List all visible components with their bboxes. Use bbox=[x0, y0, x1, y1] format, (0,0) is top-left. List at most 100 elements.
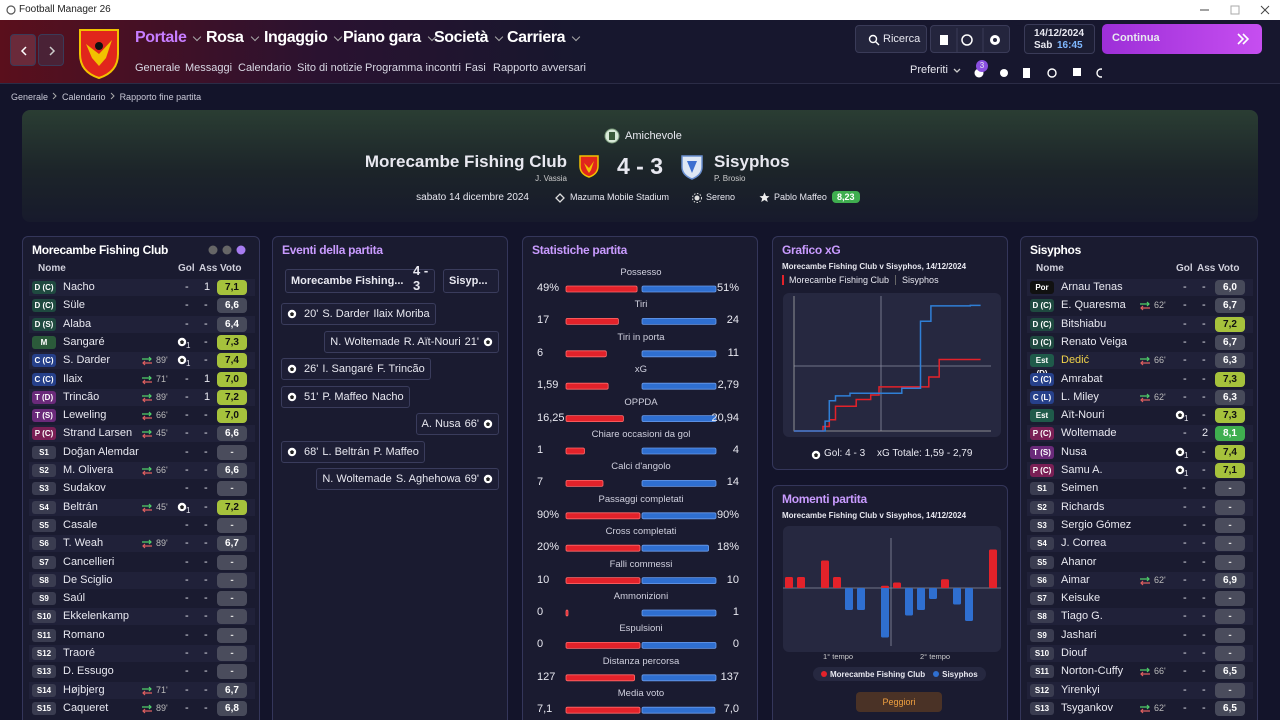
player-name[interactable]: Tiago G. bbox=[1061, 610, 1103, 623]
player-row[interactable]: S14 Højbjerg 71' - -6,7 bbox=[29, 681, 255, 699]
nav-subtab[interactable]: Fasi bbox=[465, 62, 486, 74]
nav-tab[interactable]: Portale bbox=[135, 29, 202, 47]
event-item[interactable]: A. Nusa 66' bbox=[415, 413, 499, 435]
player-name[interactable]: Casale bbox=[63, 518, 98, 531]
player-row[interactable]: D (S) Alaba - -6,4 bbox=[29, 315, 255, 333]
player-row[interactable]: S7 Cancellieri - - - bbox=[29, 554, 255, 571]
home-team[interactable]: Morecambe Fishing Club bbox=[364, 152, 567, 171]
event-player[interactable]: N. Woltemade bbox=[330, 335, 400, 348]
player-name[interactable]: Aït-Nouri bbox=[1061, 409, 1105, 422]
legend-item[interactable]: Sisyphos bbox=[902, 275, 939, 285]
player-name[interactable]: Renato Veiga bbox=[1061, 335, 1128, 348]
player-name[interactable]: Leweling bbox=[63, 409, 107, 422]
player-row[interactable]: S8 Tiago G. - - - bbox=[1027, 608, 1253, 626]
event-player[interactable]: F. Trincão bbox=[377, 363, 425, 375]
player-row[interactable]: C (L) L. Miley 62' - -6,3 bbox=[1027, 388, 1253, 406]
player-row[interactable]: D (C) Bitshiabu - -7,2 bbox=[1027, 315, 1253, 333]
player-name[interactable]: Alaba bbox=[63, 317, 92, 330]
player-row[interactable]: S12 Traoré - - - bbox=[29, 645, 255, 662]
player-row[interactable]: T (S) Leweling 66' - -7,0 bbox=[29, 407, 255, 424]
player-row[interactable]: C (C) S. Darder 89' 1 -7,4 bbox=[29, 352, 255, 370]
player-name[interactable]: Bitshiabu bbox=[1061, 317, 1107, 330]
player-row[interactable]: C (C) Ilaix 71' - 1 7,0 bbox=[29, 371, 255, 388]
player-row[interactable]: D (C) Süle - -6,6 bbox=[29, 297, 255, 314]
toolbar-icons[interactable] bbox=[952, 64, 1102, 80]
player-row[interactable]: P (C) Woltemade - 2 8,1 bbox=[1027, 425, 1253, 443]
player-row[interactable]: T (S) Nusa 1 -7,4 bbox=[1027, 444, 1253, 461]
player-name[interactable]: Strand Larsen bbox=[63, 427, 133, 440]
event-player[interactable]: Ilaix Moriba bbox=[373, 308, 430, 320]
event-player[interactable]: L. Beltrán bbox=[322, 445, 370, 458]
player-name[interactable]: Süle bbox=[63, 299, 86, 312]
player-name[interactable]: Yirenkyi bbox=[1061, 683, 1100, 696]
player-row[interactable]: S8 De Sciglio - - - bbox=[29, 571, 255, 589]
back-button[interactable] bbox=[10, 34, 36, 66]
player-name[interactable]: Tsygankov bbox=[1061, 701, 1113, 714]
player-row[interactable]: D (C) Nacho - 1 7,1 bbox=[29, 279, 255, 296]
player-name[interactable]: Traoré bbox=[63, 647, 95, 659]
player-name[interactable]: Romano bbox=[63, 628, 105, 641]
player-name[interactable]: Cancellieri bbox=[63, 555, 115, 568]
legend-item[interactable]: Morecambe Fishing Club bbox=[789, 275, 890, 285]
column-header[interactable]: Nome bbox=[1036, 263, 1064, 274]
nav-subtab[interactable]: Programma incontri bbox=[365, 62, 461, 74]
player-name[interactable]: Ekkelenkamp bbox=[63, 610, 130, 623]
column-header[interactable]: Voto bbox=[1218, 263, 1240, 274]
club-logo[interactable] bbox=[76, 24, 122, 80]
player-name[interactable]: De Sciglio bbox=[63, 573, 113, 586]
event-player[interactable]: N. Woltemade bbox=[322, 473, 392, 485]
player-name[interactable]: J. Correa bbox=[1061, 537, 1107, 550]
player-name[interactable]: Trincão bbox=[63, 390, 100, 403]
event-player[interactable]: R. Aït-Nouri bbox=[403, 335, 461, 348]
player-name[interactable]: M. Olivera bbox=[63, 464, 114, 476]
player-name[interactable]: Arnau Tenas bbox=[1061, 281, 1123, 293]
player-row[interactable]: C (C) Amrabat - -7,3 bbox=[1027, 371, 1253, 388]
player-name[interactable]: Richards bbox=[1061, 500, 1105, 513]
event-player[interactable]: P. Maffeo bbox=[373, 445, 419, 458]
crumb-item[interactable]: Generale bbox=[11, 92, 49, 102]
column-header[interactable]: Gol bbox=[1176, 263, 1193, 274]
legend-item[interactable]: Morecambe Fishing Club bbox=[830, 669, 926, 679]
player-row[interactable]: S13 D. Essugo - - - bbox=[29, 663, 255, 680]
player-name[interactable]: T. Weah bbox=[63, 537, 104, 550]
player-name[interactable]: E. Quaresma bbox=[1061, 299, 1126, 312]
column-header[interactable]: Ass bbox=[199, 263, 218, 274]
player-name[interactable]: Diouf bbox=[1061, 647, 1087, 659]
home-manager[interactable]: J. Vassia bbox=[535, 174, 567, 183]
player-name[interactable]: Jashari bbox=[1061, 628, 1097, 641]
player-name[interactable]: Sergio Gómez bbox=[1061, 518, 1132, 531]
player-name[interactable]: Saúl bbox=[63, 592, 86, 605]
player-row[interactable]: S4 Beltrán 45' 1 -7,2 bbox=[29, 498, 255, 516]
player-row[interactable]: S5 Ahanor - - - bbox=[1027, 554, 1253, 571]
player-row[interactable]: S9 Jashari - - - bbox=[1027, 627, 1253, 644]
event-item[interactable]: N. Woltemade R. Aït-Nouri 21' bbox=[324, 330, 499, 353]
player-name[interactable]: Højbjerg bbox=[63, 683, 105, 696]
player-row[interactable]: S4 J. Correa - - - bbox=[1027, 535, 1253, 553]
player-row[interactable]: S15 Caqueret 89' - -6,8 bbox=[29, 700, 255, 717]
player-row[interactable]: S1 Doğan Alemdar - - - bbox=[29, 444, 255, 461]
player-name[interactable]: Norton-Cuffy bbox=[1061, 665, 1124, 678]
column-header[interactable]: Ass bbox=[1197, 263, 1216, 274]
nav-subtab[interactable]: Sito di notizie bbox=[297, 62, 363, 74]
player-row[interactable]: D (C) E. Quaresma 62' - -6,7 bbox=[1027, 297, 1253, 314]
player-row[interactable]: Por Arnau Tenas - -6,0 bbox=[1027, 279, 1253, 296]
player-row[interactable]: T (D) Trincão 89' - 1 7,2 bbox=[29, 388, 255, 406]
player-row[interactable]: P (C) Strand Larsen 45' - -6,6 bbox=[29, 425, 255, 443]
worst-button[interactable]: Peggiori bbox=[856, 692, 942, 712]
player-name[interactable]: Nacho bbox=[63, 281, 95, 293]
event-player[interactable]: P. Maffeo bbox=[322, 390, 368, 403]
event-player[interactable]: I. Sangaré bbox=[322, 363, 374, 375]
player-name[interactable]: Aimar bbox=[1061, 573, 1090, 586]
player-row[interactable]: S13 Tsygankov 62' - -6,5 bbox=[1027, 700, 1253, 717]
window-controls[interactable] bbox=[1195, 4, 1275, 16]
continue-button[interactable]: Continua bbox=[1102, 24, 1262, 54]
event-player[interactable]: Nacho bbox=[371, 390, 404, 403]
player-row[interactable]: S6 T. Weah 89' - -6,7 bbox=[29, 535, 255, 553]
column-header[interactable]: Gol bbox=[178, 263, 195, 274]
player-name[interactable]: D. Essugo bbox=[63, 665, 114, 678]
player-name[interactable]: Nusa bbox=[1061, 445, 1087, 458]
column-header[interactable]: Voto bbox=[220, 263, 242, 274]
crumb-item[interactable]: Calendario bbox=[62, 92, 106, 102]
player-name[interactable]: Ahanor bbox=[1061, 555, 1097, 568]
